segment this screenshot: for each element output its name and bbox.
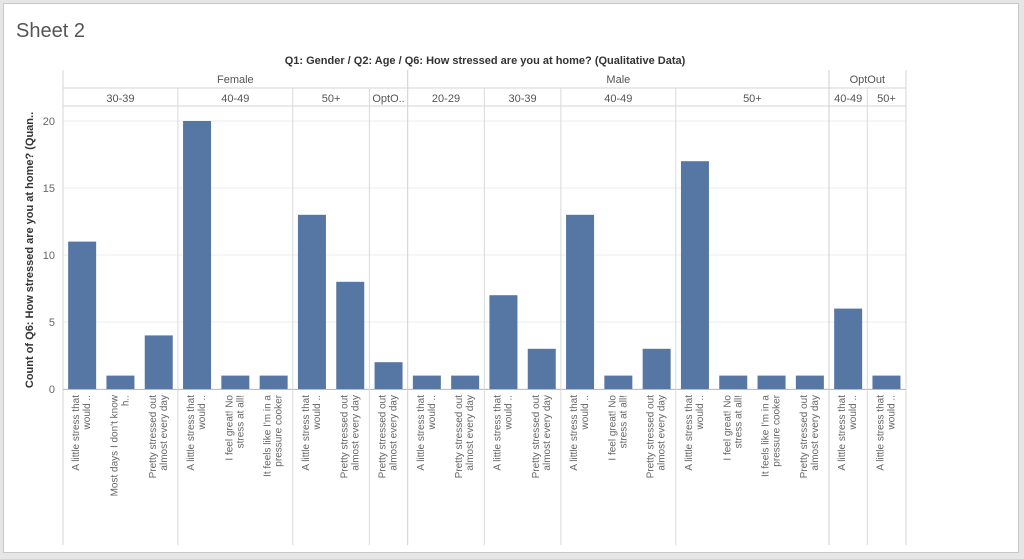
category-label: It feels like I'm in apressure cooker	[263, 394, 285, 477]
age-header: 50+	[877, 93, 896, 105]
bar[interactable]	[297, 214, 326, 389]
gender-header: Male	[606, 74, 630, 86]
category-label: I feel great! Nostress at all!	[224, 395, 246, 461]
category-label: Pretty stressed outalmost every day	[339, 395, 361, 479]
bar[interactable]	[757, 375, 786, 389]
gender-header: OptOut	[850, 74, 885, 86]
gender-header: Female	[217, 74, 254, 86]
category-label: A little stress thatwould ..	[569, 395, 591, 471]
sheet-title: Sheet 2	[16, 20, 85, 42]
age-header: 50+	[322, 93, 341, 105]
bar[interactable]	[259, 375, 288, 389]
y-axis: 0 5 10 15 20	[43, 116, 55, 396]
category-label: Pretty stressed outalmost every day	[148, 395, 170, 479]
category-label: A little stress thatwould ..	[416, 395, 438, 471]
category-label: A little stress thatwould ..	[71, 395, 93, 471]
bar[interactable]	[604, 375, 633, 389]
category-label: I feel great! Nostress at all!	[722, 395, 744, 461]
bar[interactable]	[68, 241, 97, 389]
y-axis-label: Count of Q6: How stressed are you at hom…	[24, 112, 36, 388]
age-header: 40-49	[221, 93, 249, 105]
bar[interactable]	[221, 375, 250, 389]
y-tick-label: 0	[49, 384, 55, 396]
bar[interactable]	[872, 375, 901, 389]
y-tick-label: 15	[43, 183, 55, 195]
bar[interactable]	[374, 362, 403, 389]
category-label: Pretty stressed outalmost every day	[799, 395, 821, 479]
bar[interactable]	[489, 295, 518, 389]
category-label: A little stress thatwould ..	[301, 395, 323, 471]
category-label: A little stress thatwould ..	[186, 395, 208, 471]
age-header: 20-29	[432, 93, 460, 105]
bar[interactable]	[642, 348, 671, 389]
age-header: 40-49	[834, 93, 862, 105]
category-label: It feels like I'm in apressure cooker	[761, 394, 783, 477]
bar[interactable]	[144, 335, 173, 389]
age-header: 30-39	[509, 93, 537, 105]
age-header: OptO..	[372, 93, 404, 105]
age-header: 50+	[743, 93, 762, 105]
bar[interactable]	[795, 375, 824, 389]
category-label: I feel great! Nostress at all!	[607, 395, 629, 461]
age-header: 30-39	[106, 93, 134, 105]
bar[interactable]	[183, 121, 212, 389]
category-label: Pretty stressed outalmost every day	[646, 395, 668, 479]
column-headers: 30-39 40-49 50+ OptO.. Female 20-29 30-39 40-49…	[106, 74, 895, 105]
bar[interactable]	[719, 375, 748, 389]
category-label: A little stress thatwould ..	[684, 395, 706, 471]
category-label: Pretty stressed outalmost every day	[531, 395, 553, 479]
category-label: A little stress thatwould ..	[875, 395, 897, 471]
category-label: A little stress thatwould ..	[492, 395, 514, 471]
age-header: 40-49	[604, 93, 632, 105]
bar[interactable]	[412, 375, 441, 389]
category-labels: A little stress thatwould .. Most days I …	[71, 394, 897, 496]
bar[interactable]	[834, 308, 863, 389]
bars	[68, 121, 901, 389]
y-tick-label: 5	[49, 317, 55, 329]
bar[interactable]	[106, 375, 135, 389]
worksheet-frame: Sheet 2	[3, 3, 1019, 553]
y-tick-label: 20	[43, 116, 55, 128]
category-label: Most days I don't knowh..	[109, 394, 131, 496]
bar[interactable]	[336, 281, 365, 389]
category-label: A little stress thatwould ..	[837, 395, 859, 471]
category-label: Pretty stressed outalmost every day	[378, 395, 400, 479]
category-label: Pretty stressed outalmost every day	[454, 395, 476, 479]
bar[interactable]	[527, 348, 556, 389]
bar[interactable]	[451, 375, 480, 389]
chart-title: Q1: Gender / Q2: Age / Q6: How stressed …	[285, 55, 686, 67]
y-tick-label: 10	[43, 250, 55, 262]
bar[interactable]	[566, 214, 595, 389]
bar[interactable]	[680, 161, 709, 389]
